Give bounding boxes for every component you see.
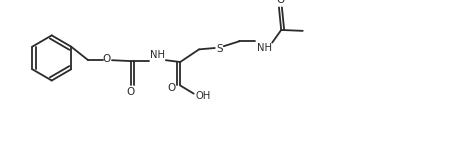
- Text: O: O: [127, 87, 135, 97]
- Text: O: O: [167, 83, 175, 93]
- Text: S: S: [216, 44, 223, 54]
- Text: OH: OH: [196, 91, 211, 101]
- Text: NH: NH: [256, 43, 272, 53]
- Text: NH: NH: [150, 50, 165, 60]
- Text: O: O: [103, 54, 111, 64]
- Text: O: O: [277, 0, 285, 5]
